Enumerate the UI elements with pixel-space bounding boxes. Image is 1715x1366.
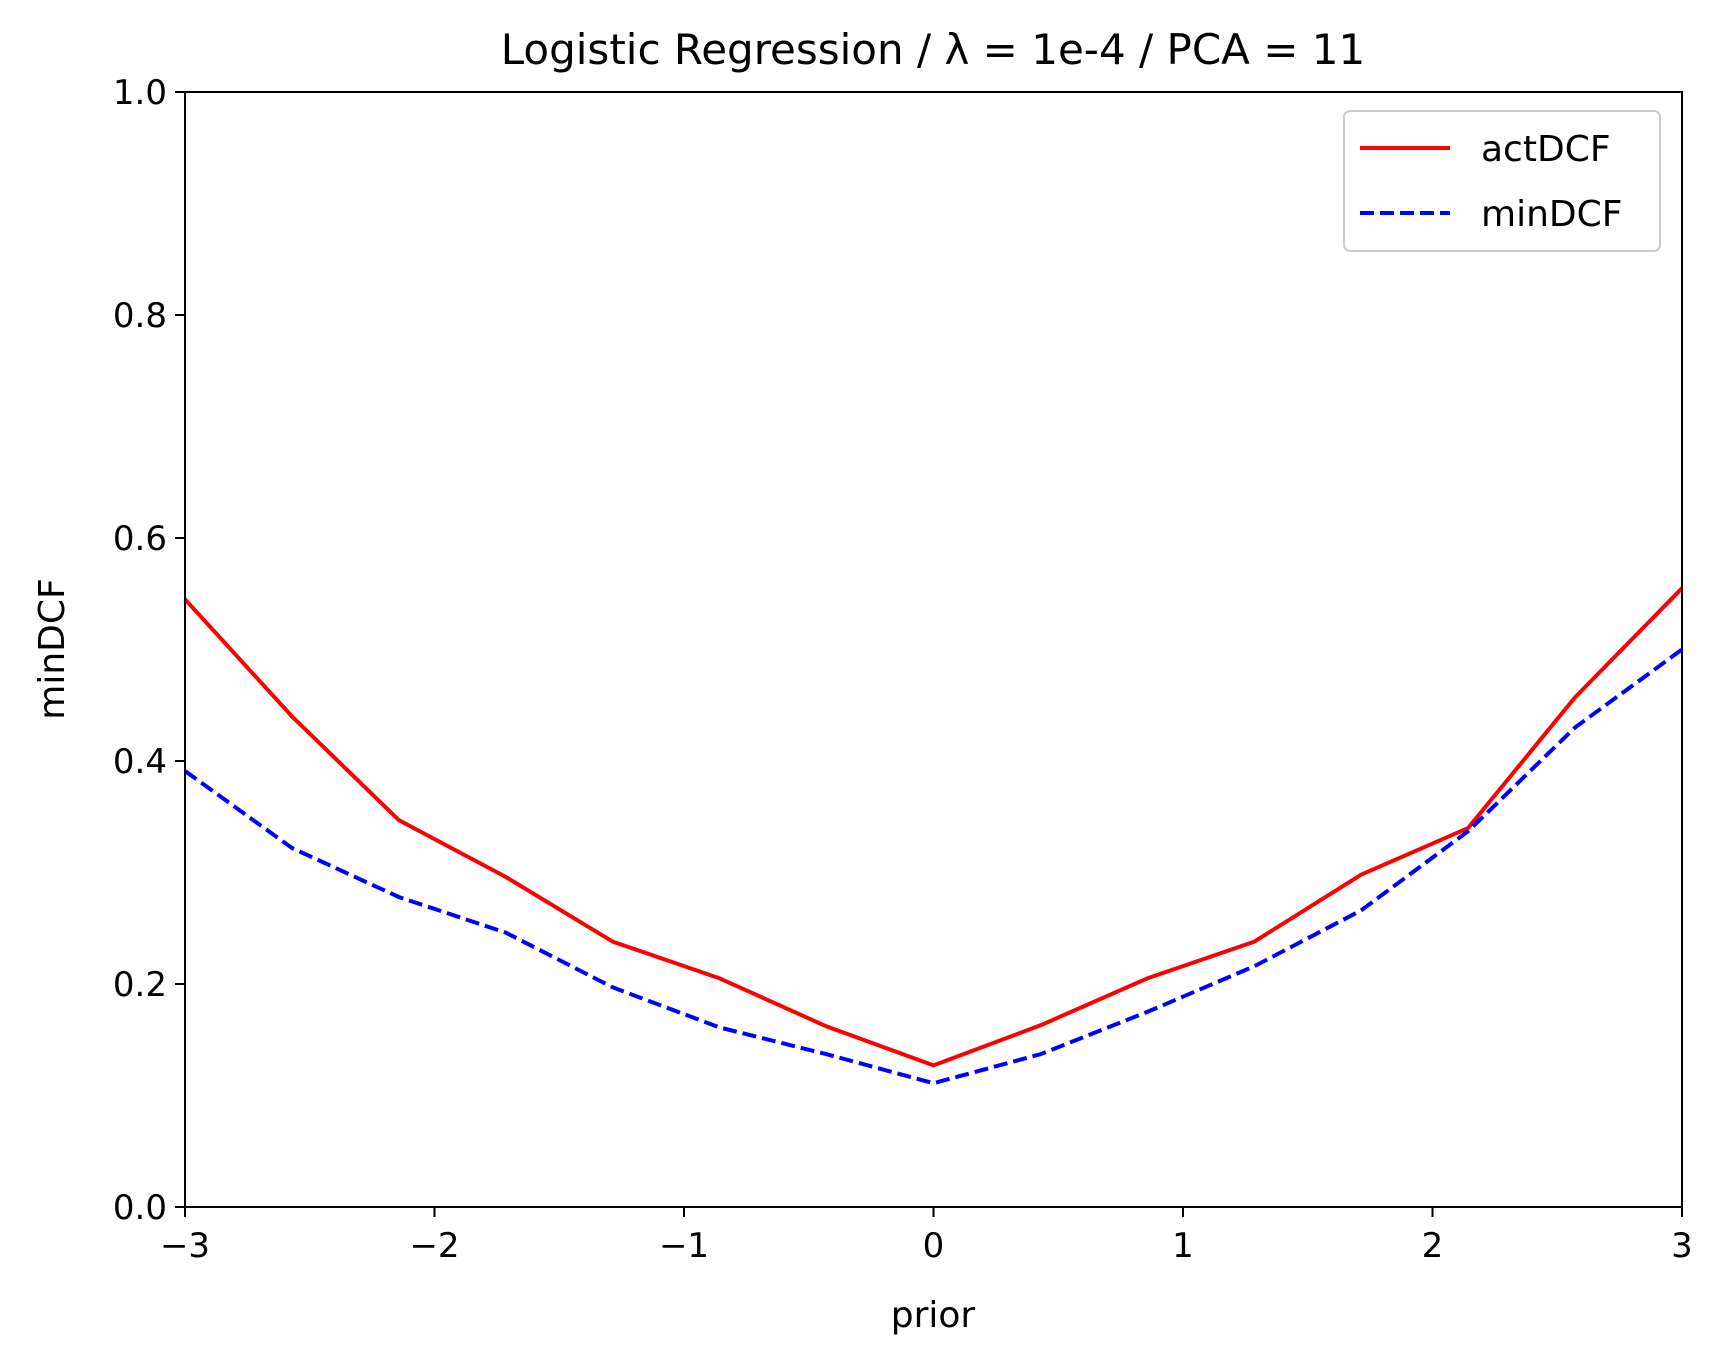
y-tick-label: 0.4: [113, 742, 167, 782]
plot-area: −3 −2 −1 0 1 2 3 0.0 0.2 0.4 0.6 0.8 1.0: [113, 73, 1693, 1266]
x-tick-label: −2: [409, 1226, 459, 1266]
legend: actDCF minDCF: [1343, 110, 1661, 252]
y-axis-label: minDCF: [32, 578, 73, 719]
y-tick-label: 0.6: [113, 519, 167, 559]
chart-title: Logistic Regression / λ = 1e-4 / PCA = 1…: [501, 25, 1366, 74]
y-tick-label: 0.2: [113, 965, 167, 1005]
x-tick-label: 3: [1671, 1226, 1693, 1266]
x-tick-label: 0: [923, 1226, 945, 1266]
legend-label-actdcf: actDCF: [1481, 129, 1611, 170]
x-tick-label: −3: [160, 1226, 210, 1266]
x-tick-label: 2: [1422, 1226, 1444, 1266]
legend-label-mindcf: minDCF: [1481, 194, 1622, 235]
y-tick-label: 0.8: [113, 296, 167, 336]
x-axis-label: prior: [891, 1295, 976, 1336]
y-tick-label: 1.0: [113, 73, 167, 113]
y-tick-label: 0.0: [113, 1188, 167, 1228]
series-line-mindcf: [183, 647, 1684, 1086]
y-axis-ticks: 0.0 0.2 0.4 0.6 0.8 1.0: [113, 73, 185, 1228]
x-tick-label: −1: [659, 1226, 709, 1266]
x-axis-ticks: −3 −2 −1 0 1 2 3: [160, 1207, 1693, 1266]
series-line-actdcf: [183, 586, 1684, 1068]
x-tick-label: 1: [1172, 1226, 1194, 1266]
series-layer: [183, 586, 1684, 1086]
